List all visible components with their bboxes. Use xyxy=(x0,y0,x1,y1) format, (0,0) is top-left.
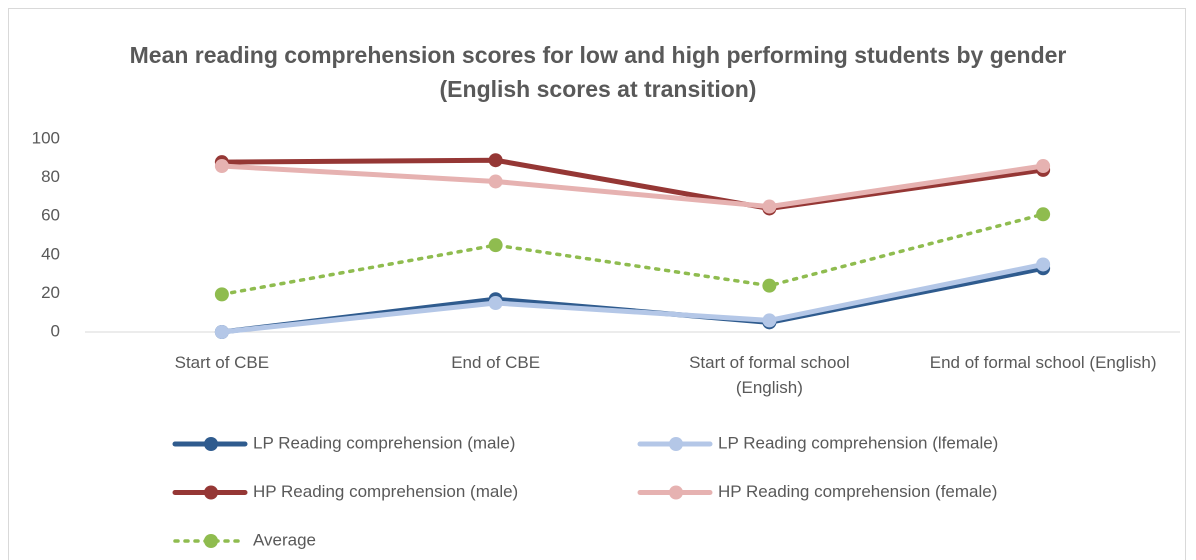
series-line xyxy=(220,212,1045,297)
data-point xyxy=(214,325,229,339)
series-line xyxy=(219,157,1046,212)
chart-title: Mean reading comprehension scores for lo… xyxy=(129,42,1067,102)
legend-label: Average xyxy=(253,530,316,549)
data-point xyxy=(1036,207,1051,222)
y-tick-label: 80 xyxy=(41,167,60,186)
data-point xyxy=(488,153,503,168)
legend-marker xyxy=(204,485,218,500)
legend-label: LP Reading comprehension (lfemale) xyxy=(718,433,998,452)
x-tick-label: End of CBE xyxy=(451,353,541,372)
data-point xyxy=(214,287,229,302)
y-tick-label: 20 xyxy=(41,283,60,302)
y-tick-label: 60 xyxy=(41,206,60,225)
legend-label: LP Reading comprehension (male) xyxy=(253,433,515,452)
x-tick-label: Start of formal school (English) xyxy=(689,353,850,397)
y-tick-label: 0 xyxy=(51,321,60,340)
series-line xyxy=(219,163,1046,210)
legend-marker xyxy=(204,534,218,548)
y-tick-label: 40 xyxy=(41,244,60,263)
data-point xyxy=(488,238,503,253)
x-tick-label: End of formal school (English) xyxy=(929,353,1157,372)
legend-label: HP Reading comprehension (female) xyxy=(718,482,997,501)
legend-label: HP Reading comprehension (male) xyxy=(253,482,518,501)
data-point xyxy=(762,278,777,293)
data-point xyxy=(214,159,229,174)
legend-marker xyxy=(669,437,683,451)
legend-marker xyxy=(204,437,218,451)
series-line xyxy=(219,265,1046,335)
y-tick-label: 100 xyxy=(32,128,60,147)
chart-frame xyxy=(8,8,1186,560)
data-point xyxy=(488,296,503,311)
legend-marker xyxy=(669,485,683,500)
data-point xyxy=(1036,257,1051,272)
x-tick-label: Start of CBE xyxy=(174,353,270,372)
data-point xyxy=(762,313,777,328)
data-point xyxy=(1036,159,1051,174)
data-point xyxy=(488,174,503,189)
data-point xyxy=(762,199,777,214)
series-line xyxy=(219,261,1046,335)
